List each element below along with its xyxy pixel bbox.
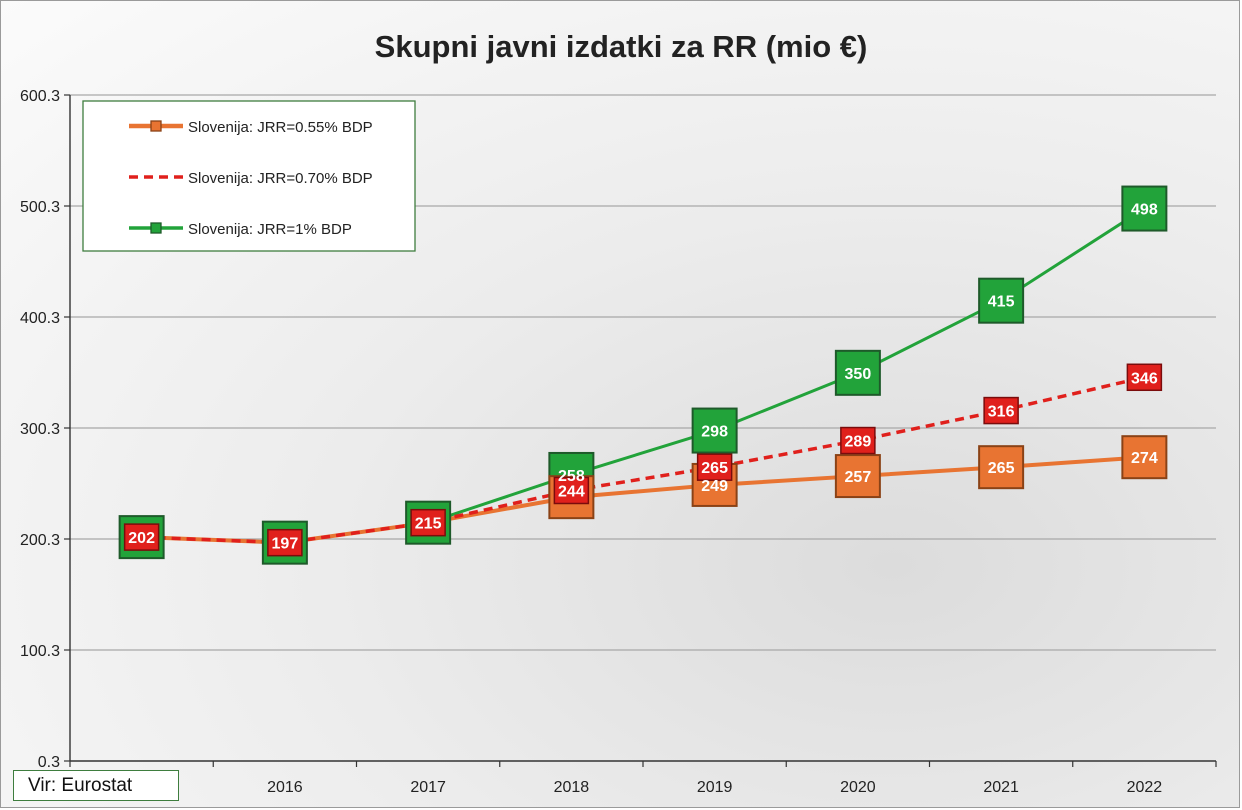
y-tick-label: 0.3 — [38, 754, 60, 771]
data-marker — [834, 349, 881, 396]
y-tick-label: 500.3 — [20, 199, 60, 216]
data-marker — [978, 445, 1025, 490]
y-tick-label: 400.3 — [20, 310, 60, 327]
legend-marker — [150, 120, 162, 132]
legend-label: Slovenija: JRR=0.70% BDP — [188, 170, 373, 187]
data-marker — [840, 426, 876, 455]
data-marker — [1126, 363, 1163, 392]
series-line — [141, 375, 1145, 545]
data-marker — [267, 528, 303, 557]
data-marker — [834, 454, 881, 499]
legend: Slovenija: JRR=0.55% BDP Slovenija: JRR=0… — [82, 100, 416, 252]
data-marker — [553, 476, 590, 505]
data-label: 265 — [988, 460, 1015, 477]
axes: 0.3 100.3 200.3 300.3 400.3 500.3 600.3 2016 201… — [20, 88, 1217, 796]
x-tick-label: 2019 — [697, 779, 733, 796]
data-marker — [1121, 185, 1168, 232]
y-tick-label: 100.3 — [20, 643, 60, 660]
x-tick-label: 2016 — [267, 779, 303, 796]
data-label: 249 — [701, 478, 728, 495]
data-label: 197 — [272, 536, 299, 553]
data-label: 258 — [558, 468, 585, 485]
data-marker — [696, 453, 733, 481]
y-tick-label: 300.3 — [20, 421, 60, 438]
data-label: 274 — [1131, 450, 1158, 467]
data-label: 298 — [701, 424, 728, 441]
x-tick-label: 2017 — [410, 779, 446, 796]
source-note: Vir: Eurostat — [13, 770, 179, 801]
legend-label: Slovenija: JRR=1% BDP — [188, 221, 352, 238]
data-marker — [691, 407, 738, 454]
data-label: 316 — [988, 404, 1015, 421]
data-marker — [983, 396, 1019, 425]
data-label: 244 — [558, 483, 585, 500]
x-tick-label: 2018 — [554, 779, 590, 796]
data-marker — [123, 523, 160, 551]
data-label: 289 — [845, 434, 872, 451]
data-label: 350 — [845, 366, 872, 383]
x-tick-label: 2020 — [840, 779, 876, 796]
chart-title: Skupni javni izdatki za RR (mio €) — [375, 29, 868, 64]
y-tick-label: 600.3 — [20, 88, 60, 105]
data-marker — [978, 277, 1025, 324]
legend-label: Slovenija: JRR=0.55% BDP — [188, 119, 373, 136]
data-label: 202 — [128, 530, 155, 547]
data-label: 215 — [415, 516, 442, 533]
x-tick-label: 2022 — [1127, 779, 1163, 796]
series-layer: 249 257 265 274 258 298 350 415 498 202 197 215 244 2… — [118, 185, 1168, 565]
data-label: 257 — [845, 469, 872, 486]
legend-marker — [150, 222, 162, 234]
data-label: 265 — [701, 460, 728, 477]
data-label: 346 — [1131, 370, 1158, 387]
data-marker — [1121, 435, 1168, 480]
data-label: 498 — [1131, 202, 1158, 219]
data-marker — [410, 508, 446, 537]
data-label: 415 — [988, 294, 1015, 311]
y-tick-label: 200.3 — [20, 532, 60, 549]
x-tick-label: 2021 — [983, 779, 1019, 796]
